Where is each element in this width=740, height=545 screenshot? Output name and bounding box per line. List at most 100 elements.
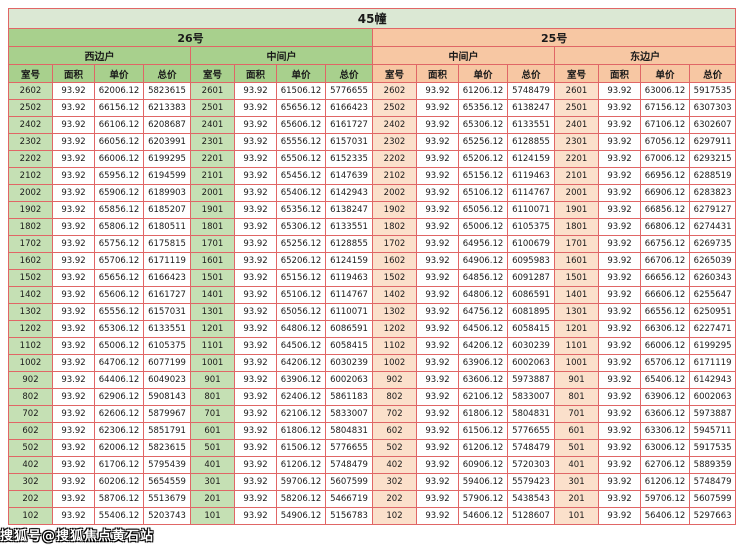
area-cell: 93.92 (598, 490, 641, 508)
room-cell: 1702 (8, 235, 53, 253)
total-price-cell: 6269735 (688, 235, 737, 253)
unit-price-cell: 60206.12 (94, 473, 144, 491)
unit-price-cell: 67156.12 (640, 99, 690, 117)
total-price-cell: 5513679 (143, 490, 191, 508)
room-cell: 801 (190, 388, 235, 406)
room-cell: 402 (8, 456, 53, 474)
room-cell: 2201 (554, 150, 599, 168)
area-cell: 93.92 (52, 405, 95, 423)
area-cell: 93.92 (52, 456, 95, 474)
unit-25-header: 25号 (371, 28, 737, 47)
unit-type-west-26: 西边户 (8, 46, 191, 65)
area-cell: 93.92 (598, 439, 641, 457)
area-cell: 93.92 (598, 371, 641, 389)
unit-type-middle-26: 中间户 (190, 46, 373, 65)
unit-price-cell: 66106.12 (94, 116, 144, 134)
unit-price-cell: 65556.12 (276, 133, 326, 151)
area-cell: 93.92 (234, 116, 277, 134)
room-cell: 2402 (372, 116, 417, 134)
area-cell: 93.92 (52, 150, 95, 168)
unit-price-cell: 62706.12 (640, 456, 690, 474)
unit-price-cell: 64856.12 (458, 269, 508, 287)
room-cell: 1502 (372, 269, 417, 287)
table-row: 2002 93.92 65906.12 6189903 2001 93.92 65406.1… (8, 184, 737, 202)
table-row: 902 93.92 64406.12 6049023 901 93.92 63906.12 6… (8, 371, 737, 389)
room-cell: 1902 (372, 201, 417, 219)
unit-price-cell: 66856.12 (640, 201, 690, 219)
room-cell: 102 (372, 507, 417, 525)
room-cell: 1801 (554, 218, 599, 236)
room-cell: 1802 (8, 218, 53, 236)
unit-price-cell: 65306.12 (276, 218, 326, 236)
room-cell: 2001 (190, 184, 235, 202)
total-price-cell: 5823615 (143, 82, 191, 100)
table-row: 2602 93.92 62006.12 5823615 2601 93.92 61506.1… (8, 82, 737, 100)
room-cell: 501 (554, 439, 599, 457)
total-price-cell: 6307303 (688, 99, 737, 117)
total-price-cell: 5861183 (325, 388, 373, 406)
unit-price-cell: 60906.12 (458, 456, 508, 474)
area-cell: 93.92 (598, 218, 641, 236)
room-cell: 601 (190, 422, 235, 440)
total-price-cell: 5654559 (143, 473, 191, 491)
area-cell: 93.92 (416, 116, 459, 134)
col-header-room: 室号 (372, 64, 417, 83)
area-cell: 93.92 (234, 235, 277, 253)
area-cell: 93.92 (52, 507, 95, 525)
area-cell: 93.92 (416, 218, 459, 236)
area-cell: 93.92 (598, 252, 641, 270)
room-cell: 502 (8, 439, 53, 457)
area-cell: 93.92 (234, 133, 277, 151)
room-cell: 201 (190, 490, 235, 508)
total-price-cell: 6255647 (688, 286, 737, 304)
total-price-cell: 6194599 (143, 167, 191, 185)
table-row: 2302 93.92 66056.12 6203991 2301 93.92 65556.1… (8, 133, 737, 151)
unit-price-cell: 66956.12 (640, 167, 690, 185)
unit-price-cell: 59706.12 (640, 490, 690, 508)
unit-price-cell: 67006.12 (640, 150, 690, 168)
room-cell: 1401 (554, 286, 599, 304)
unit-price-cell: 65706.12 (94, 252, 144, 270)
unit-price-cell: 64206.12 (458, 337, 508, 355)
total-price-cell: 6293215 (688, 150, 737, 168)
table-row: 1102 93.92 65006.12 6105375 1101 93.92 64506.1… (8, 337, 737, 355)
area-cell: 93.92 (234, 286, 277, 304)
table-row: 302 93.92 60206.12 5654559 301 93.92 59706.12 5… (8, 473, 737, 491)
room-cell: 2602 (372, 82, 417, 100)
room-cell: 1201 (190, 320, 235, 338)
area-cell: 93.92 (598, 354, 641, 372)
area-cell: 93.92 (416, 439, 459, 457)
room-cell: 902 (8, 371, 53, 389)
total-price-cell: 6100679 (507, 235, 555, 253)
room-cell: 1101 (190, 337, 235, 355)
area-cell: 93.92 (234, 507, 277, 525)
unit-price-cell: 63906.12 (276, 371, 326, 389)
unit-price-cell: 61206.12 (276, 456, 326, 474)
room-cell: 2301 (554, 133, 599, 151)
total-price-cell: 6030239 (507, 337, 555, 355)
room-cell: 1002 (8, 354, 53, 372)
unit-price-cell: 65756.12 (94, 235, 144, 253)
area-cell: 93.92 (52, 371, 95, 389)
room-cell: 202 (372, 490, 417, 508)
area-cell: 93.92 (52, 218, 95, 236)
unit-price-cell: 63006.12 (640, 439, 690, 457)
col-header-total-price: 总价 (325, 64, 373, 83)
unit-price-cell: 65056.12 (276, 303, 326, 321)
table-row: 1302 93.92 65556.12 6157031 1301 93.92 65056.1… (8, 303, 737, 321)
area-cell: 93.92 (52, 439, 95, 457)
room-cell: 2101 (190, 167, 235, 185)
total-price-cell: 5804831 (325, 422, 373, 440)
room-cell: 1901 (190, 201, 235, 219)
total-price-cell: 6288519 (688, 167, 737, 185)
unit-price-cell: 65606.12 (94, 286, 144, 304)
unit-price-cell: 62906.12 (94, 388, 144, 406)
building-title-row: 45幢 (7, 8, 737, 29)
room-cell: 2601 (190, 82, 235, 100)
room-cell: 2502 (372, 99, 417, 117)
unit-price-cell: 65106.12 (276, 286, 326, 304)
total-price-cell: 6128855 (325, 235, 373, 253)
area-cell: 93.92 (234, 354, 277, 372)
area-cell: 93.92 (234, 99, 277, 117)
room-cell: 1602 (8, 252, 53, 270)
